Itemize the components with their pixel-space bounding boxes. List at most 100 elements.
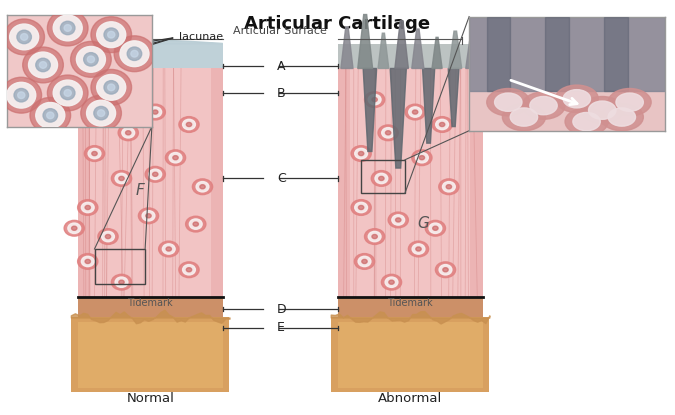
Ellipse shape: [388, 212, 408, 228]
Ellipse shape: [47, 112, 54, 119]
Text: Tidemark: Tidemark: [387, 298, 433, 308]
Ellipse shape: [389, 280, 394, 284]
Polygon shape: [449, 31, 462, 68]
Polygon shape: [412, 29, 424, 68]
Ellipse shape: [61, 86, 75, 100]
Ellipse shape: [85, 259, 90, 264]
Ellipse shape: [408, 241, 429, 257]
Ellipse shape: [153, 172, 158, 176]
Bar: [78, 68, 223, 297]
Ellipse shape: [446, 185, 452, 189]
Ellipse shape: [443, 181, 455, 192]
Ellipse shape: [81, 95, 122, 131]
Text: D: D: [277, 303, 286, 316]
Ellipse shape: [119, 280, 124, 284]
Bar: [604, 17, 628, 91]
Ellipse shape: [372, 234, 377, 239]
Ellipse shape: [436, 120, 448, 130]
Bar: [361, 160, 405, 193]
Bar: [470, 68, 483, 297]
Bar: [211, 68, 223, 297]
Ellipse shape: [179, 117, 199, 132]
Ellipse shape: [371, 171, 392, 186]
Text: E: E: [277, 321, 285, 334]
Ellipse shape: [362, 259, 367, 264]
Ellipse shape: [104, 28, 119, 42]
Ellipse shape: [355, 202, 367, 212]
Ellipse shape: [64, 90, 72, 96]
Ellipse shape: [97, 110, 105, 117]
Bar: [338, 68, 350, 297]
Ellipse shape: [4, 19, 45, 55]
Ellipse shape: [375, 173, 387, 183]
Ellipse shape: [72, 226, 77, 230]
Ellipse shape: [138, 208, 159, 224]
Text: Articular Surface: Articular Surface: [233, 26, 327, 36]
Ellipse shape: [1, 77, 42, 113]
Ellipse shape: [372, 98, 377, 102]
Ellipse shape: [36, 103, 65, 128]
Polygon shape: [78, 40, 223, 44]
Polygon shape: [363, 68, 377, 151]
Ellipse shape: [169, 153, 182, 163]
Ellipse shape: [98, 229, 118, 244]
Ellipse shape: [351, 200, 371, 215]
Bar: [469, 17, 665, 91]
Ellipse shape: [94, 106, 108, 120]
Ellipse shape: [510, 108, 537, 126]
Ellipse shape: [64, 220, 84, 236]
Ellipse shape: [378, 125, 398, 141]
Ellipse shape: [98, 92, 118, 107]
Ellipse shape: [608, 108, 635, 126]
Ellipse shape: [392, 215, 405, 225]
Bar: [78, 297, 223, 317]
Ellipse shape: [20, 34, 28, 40]
Ellipse shape: [78, 254, 98, 269]
Ellipse shape: [119, 176, 124, 181]
Ellipse shape: [600, 103, 643, 131]
Ellipse shape: [182, 120, 196, 130]
Ellipse shape: [439, 122, 445, 127]
Ellipse shape: [105, 234, 111, 239]
Polygon shape: [341, 27, 353, 68]
Ellipse shape: [425, 220, 446, 236]
Ellipse shape: [61, 21, 75, 35]
Ellipse shape: [84, 53, 98, 66]
Ellipse shape: [115, 173, 128, 183]
Ellipse shape: [616, 93, 643, 111]
Bar: [78, 68, 90, 297]
Ellipse shape: [381, 274, 402, 290]
Ellipse shape: [435, 262, 456, 278]
Text: Tidemark: Tidemark: [128, 298, 173, 308]
Ellipse shape: [580, 96, 624, 124]
Ellipse shape: [148, 107, 162, 117]
Ellipse shape: [30, 98, 71, 133]
Ellipse shape: [88, 148, 101, 159]
Ellipse shape: [439, 265, 452, 275]
Ellipse shape: [432, 117, 452, 132]
Ellipse shape: [364, 92, 385, 107]
Ellipse shape: [412, 150, 432, 166]
Ellipse shape: [196, 181, 209, 192]
Ellipse shape: [495, 93, 522, 111]
Ellipse shape: [381, 128, 394, 138]
Ellipse shape: [162, 244, 176, 254]
Ellipse shape: [105, 98, 111, 102]
Ellipse shape: [114, 36, 155, 72]
Ellipse shape: [39, 61, 47, 68]
Ellipse shape: [9, 24, 38, 50]
Ellipse shape: [419, 156, 425, 160]
Ellipse shape: [186, 216, 206, 232]
Bar: [545, 17, 569, 91]
Ellipse shape: [127, 47, 142, 61]
Ellipse shape: [369, 232, 381, 242]
Ellipse shape: [53, 15, 82, 41]
Ellipse shape: [78, 200, 98, 215]
Ellipse shape: [364, 229, 385, 244]
Ellipse shape: [589, 101, 616, 120]
Ellipse shape: [405, 104, 425, 120]
Ellipse shape: [53, 80, 82, 106]
Ellipse shape: [412, 244, 425, 254]
Bar: [487, 17, 510, 91]
Ellipse shape: [104, 81, 119, 94]
